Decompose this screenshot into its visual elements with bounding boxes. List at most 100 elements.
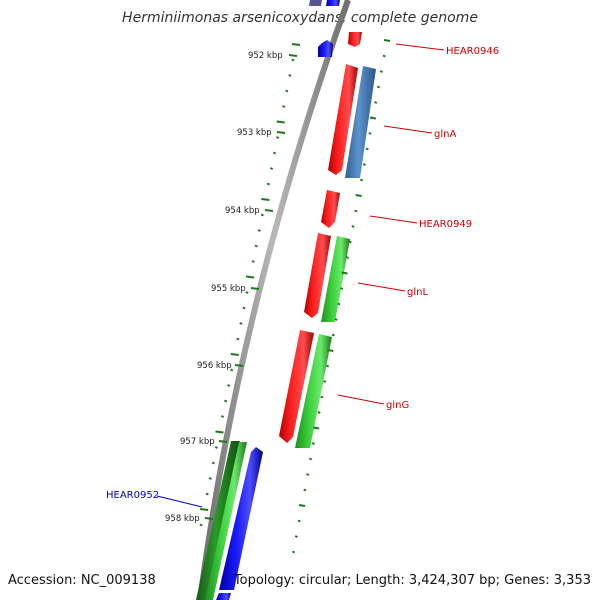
- feature-glnl-green[interactable]: [321, 236, 350, 322]
- inner-tick: [223, 399, 228, 403]
- leader-glng: [337, 394, 385, 405]
- kbp-major-tick: [204, 517, 214, 520]
- kbp-tick-label: 958 kbp: [165, 514, 200, 524]
- outer-tick: [348, 240, 352, 244]
- inner-tick: [245, 291, 249, 294]
- outer-tick: [320, 395, 324, 399]
- outer-tick: [351, 225, 355, 228]
- kbp-major-tick: [218, 440, 228, 443]
- kbp-tick-label: 956 kbp: [197, 361, 232, 371]
- outer-tick: [303, 488, 307, 492]
- leader-glnl: [357, 282, 406, 292]
- kbp-major-tick: [288, 54, 298, 57]
- kbp-tick-label: 957 kbp: [180, 437, 215, 447]
- feature-hear0946[interactable]: [348, 32, 362, 47]
- outer-tick: [291, 550, 296, 554]
- inner-tick: [208, 477, 212, 480]
- outer-tick: [323, 380, 327, 383]
- outer-ticks: [291, 39, 391, 554]
- leader-hear0952: [156, 495, 203, 508]
- gene-label-hear0949[interactable]: HEAR0949: [419, 219, 472, 230]
- inner-tick: [220, 415, 225, 418]
- outer-tick: [354, 209, 358, 213]
- tick-labels: 952 kbp 953 kbp 954 kbp 955 kbp 956 kbp 957 k…: [165, 51, 298, 524]
- top-feature-blue[interactable]: [326, 0, 340, 6]
- inner-tick: [266, 182, 271, 186]
- genome-backbone: [197, 0, 351, 600]
- inner-tick: [291, 43, 301, 46]
- inner-tick: [272, 151, 277, 155]
- inner-tick: [215, 430, 224, 434]
- top-feature-dark[interactable]: [309, 0, 322, 6]
- feature-green-left-b[interactable]: [205, 442, 247, 600]
- kbp-tick-label: 954 kbp: [225, 206, 260, 216]
- inner-tick: [245, 275, 255, 279]
- outer-tick: [298, 504, 306, 507]
- outer-tick: [365, 147, 369, 151]
- outer-tick: [331, 333, 335, 337]
- leader-hear0949: [369, 215, 418, 224]
- feature-blue-small[interactable]: [318, 40, 333, 57]
- feature-glna[interactable]: [328, 64, 358, 175]
- outer-tick: [334, 318, 338, 321]
- feature-green-left-a[interactable]: [196, 441, 240, 600]
- feature-glnl-red[interactable]: [304, 233, 331, 318]
- outer-tick: [374, 101, 378, 104]
- outer-tick: [362, 163, 366, 166]
- inner-tick: [276, 120, 285, 124]
- outer-tick: [369, 116, 377, 120]
- kbp-major-tick: [276, 131, 286, 134]
- kbp-major-tick: [250, 287, 260, 290]
- gene-label-glna[interactable]: glnA: [434, 129, 456, 140]
- feature-glng-green[interactable]: [295, 334, 332, 448]
- inner-tick: [242, 306, 246, 310]
- outer-tick: [345, 256, 349, 259]
- kbp-major-tick: [264, 209, 274, 212]
- outer-tick: [383, 39, 391, 42]
- feature-blue-bottom[interactable]: [216, 593, 231, 600]
- gene-label-glng[interactable]: glnG: [386, 400, 409, 411]
- outer-tick: [382, 54, 386, 58]
- feature-hear0949[interactable]: [321, 190, 340, 228]
- kbp-tick-label: 952 kbp: [248, 51, 283, 61]
- feature-glng-red[interactable]: [279, 330, 314, 443]
- outer-tick: [368, 132, 372, 135]
- outer-tick: [359, 178, 364, 182]
- inner-tick: [288, 74, 292, 77]
- genome-summary-text: Topology: circular; Length: 3,424,307 bp…: [233, 573, 591, 588]
- inner-tick: [205, 492, 209, 496]
- inner-tick: [276, 136, 280, 139]
- inner-tick: [269, 167, 274, 170]
- inner-tick: [260, 213, 264, 217]
- outer-tick: [308, 457, 313, 461]
- gene-label-hear0946[interactable]: HEAR0946: [446, 46, 499, 57]
- inner-tick: [239, 322, 243, 325]
- outer-tick: [327, 349, 334, 352]
- outer-tick: [355, 194, 362, 197]
- kbp-major-tick: [234, 364, 244, 367]
- feature-steelblue[interactable]: [345, 66, 376, 178]
- outer-tick: [297, 519, 301, 523]
- inner-tick: [285, 89, 289, 93]
- leader-glna: [383, 125, 433, 134]
- outer-tick: [376, 85, 381, 89]
- leader-hear0946: [395, 43, 445, 51]
- feature-hear0952[interactable]: [219, 447, 263, 590]
- inner-tick: [291, 58, 295, 62]
- outer-tick: [325, 364, 330, 368]
- outer-tick: [341, 271, 348, 275]
- inner-tick: [200, 508, 209, 511]
- map-title: Herminiimonas arsenicoxydans, complete g…: [122, 10, 478, 26]
- gene-label-hear0952[interactable]: HEAR0952: [106, 490, 159, 501]
- inner-tick: [230, 353, 239, 356]
- accession-text: Accession: NC_009138: [8, 573, 156, 588]
- inner-tick: [254, 244, 258, 248]
- inner-tick: [227, 384, 231, 387]
- outer-tick: [294, 535, 298, 538]
- inner-ticks: [199, 43, 301, 527]
- outer-tick: [337, 302, 341, 306]
- outer-tick: [311, 442, 315, 445]
- inner-tick: [282, 105, 286, 108]
- gene-label-glnl[interactable]: glnL: [407, 287, 428, 298]
